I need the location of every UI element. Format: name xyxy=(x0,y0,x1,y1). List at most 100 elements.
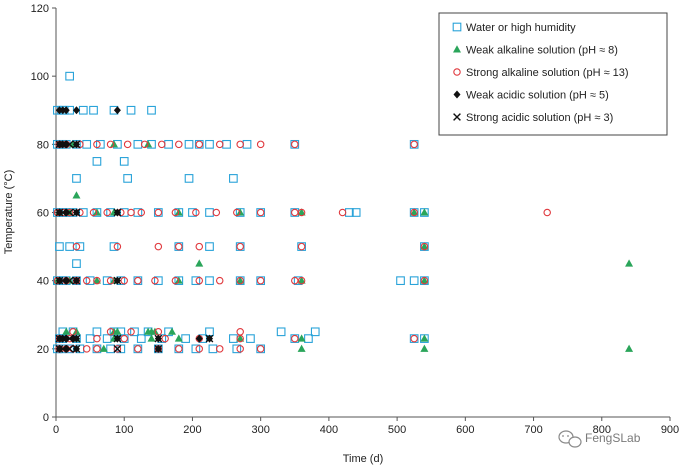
data-point xyxy=(58,276,67,285)
data-point xyxy=(291,140,299,149)
data-point xyxy=(72,276,81,285)
data-point xyxy=(153,276,163,286)
data-point xyxy=(420,242,429,250)
data-point xyxy=(72,140,81,149)
data-point xyxy=(246,334,255,343)
data-point xyxy=(232,344,242,354)
data-point xyxy=(72,344,81,353)
data-point xyxy=(82,276,91,285)
data-point xyxy=(89,105,98,115)
legend-box xyxy=(438,12,668,136)
data-point xyxy=(420,276,429,285)
data-point xyxy=(420,242,429,251)
x-tick-label: 800 xyxy=(593,424,611,436)
data-point xyxy=(181,334,190,343)
data-point xyxy=(290,334,300,343)
data-point xyxy=(126,105,136,115)
data-point xyxy=(134,276,142,285)
y-tick-label: 0 xyxy=(43,412,49,424)
data-point xyxy=(93,140,101,149)
data-point xyxy=(195,242,204,251)
data-point xyxy=(233,208,241,217)
data-point xyxy=(130,327,139,337)
data-point xyxy=(304,334,313,343)
y-axis-title: Temperature (°C) xyxy=(3,170,15,254)
data-point xyxy=(133,276,143,286)
data-point xyxy=(256,276,265,285)
data-point xyxy=(195,345,204,353)
data-point xyxy=(205,334,214,343)
data-point xyxy=(58,208,67,217)
data-point xyxy=(106,276,115,285)
x-tick-label: 400 xyxy=(320,424,338,436)
data-point xyxy=(297,276,306,284)
data-point xyxy=(195,334,203,343)
data-point xyxy=(82,139,92,149)
legend-marker xyxy=(453,68,461,76)
data-point xyxy=(93,276,101,285)
data-point xyxy=(242,139,252,149)
data-point xyxy=(55,334,64,343)
data-point xyxy=(113,334,122,343)
data-point xyxy=(55,276,64,285)
legend-marker xyxy=(453,113,461,121)
legend-entry-label: Weak acidic solution (pH ≈ 5) xyxy=(466,90,609,102)
data-point xyxy=(625,259,634,267)
data-point xyxy=(102,334,112,343)
data-point xyxy=(236,334,244,343)
x-tick-label: 200 xyxy=(183,424,201,436)
data-point xyxy=(256,208,266,217)
data-point xyxy=(140,140,149,149)
data-point xyxy=(420,344,429,352)
legend-entry-label: Strong acidic solution (pH ≈ 3) xyxy=(466,112,613,124)
data-point xyxy=(229,334,238,343)
x-tick-label: 700 xyxy=(524,424,542,436)
data-point xyxy=(215,276,224,285)
data-point xyxy=(93,345,101,353)
data-point xyxy=(420,334,429,342)
data-point xyxy=(102,276,112,286)
data-point xyxy=(58,140,67,149)
data-point xyxy=(256,276,266,286)
data-point xyxy=(171,208,180,217)
data-point xyxy=(188,208,197,217)
data-point xyxy=(256,208,265,217)
data-point xyxy=(205,276,214,286)
data-point xyxy=(65,334,74,343)
watermark-text: FengSLab xyxy=(585,431,641,445)
data-point xyxy=(205,139,214,149)
data-point xyxy=(297,208,306,217)
data-point xyxy=(256,140,265,149)
data-point xyxy=(72,106,80,115)
data-point xyxy=(235,242,245,251)
x-axis-ticks: 0 100 200 300 400 500 600 700 800 900 xyxy=(53,417,679,436)
data-point xyxy=(72,208,81,217)
y-tick-label: 80 xyxy=(37,139,49,151)
legend-entry-label: Water or high humidity xyxy=(466,22,576,34)
data-point xyxy=(195,276,204,285)
data-point xyxy=(184,174,194,183)
x-tick-label: 600 xyxy=(456,424,474,436)
data-point xyxy=(92,276,101,284)
data-point xyxy=(236,140,244,149)
data-point xyxy=(164,139,173,149)
data-point xyxy=(154,344,163,353)
data-point xyxy=(208,344,218,354)
data-point xyxy=(95,139,105,149)
data-point xyxy=(72,191,81,199)
x-axis-title: Time (d) xyxy=(343,453,384,465)
data-point xyxy=(55,140,64,149)
data-point xyxy=(195,259,204,267)
data-point xyxy=(195,140,204,149)
data-point xyxy=(236,276,245,284)
data-point xyxy=(409,139,419,149)
data-point xyxy=(154,334,163,343)
data-point xyxy=(72,174,81,183)
data-point xyxy=(106,344,115,354)
data-point xyxy=(154,242,163,251)
data-point xyxy=(297,344,306,352)
data-point xyxy=(72,259,81,268)
data-point xyxy=(93,334,101,343)
data-point xyxy=(174,334,183,342)
data-point xyxy=(119,157,129,166)
